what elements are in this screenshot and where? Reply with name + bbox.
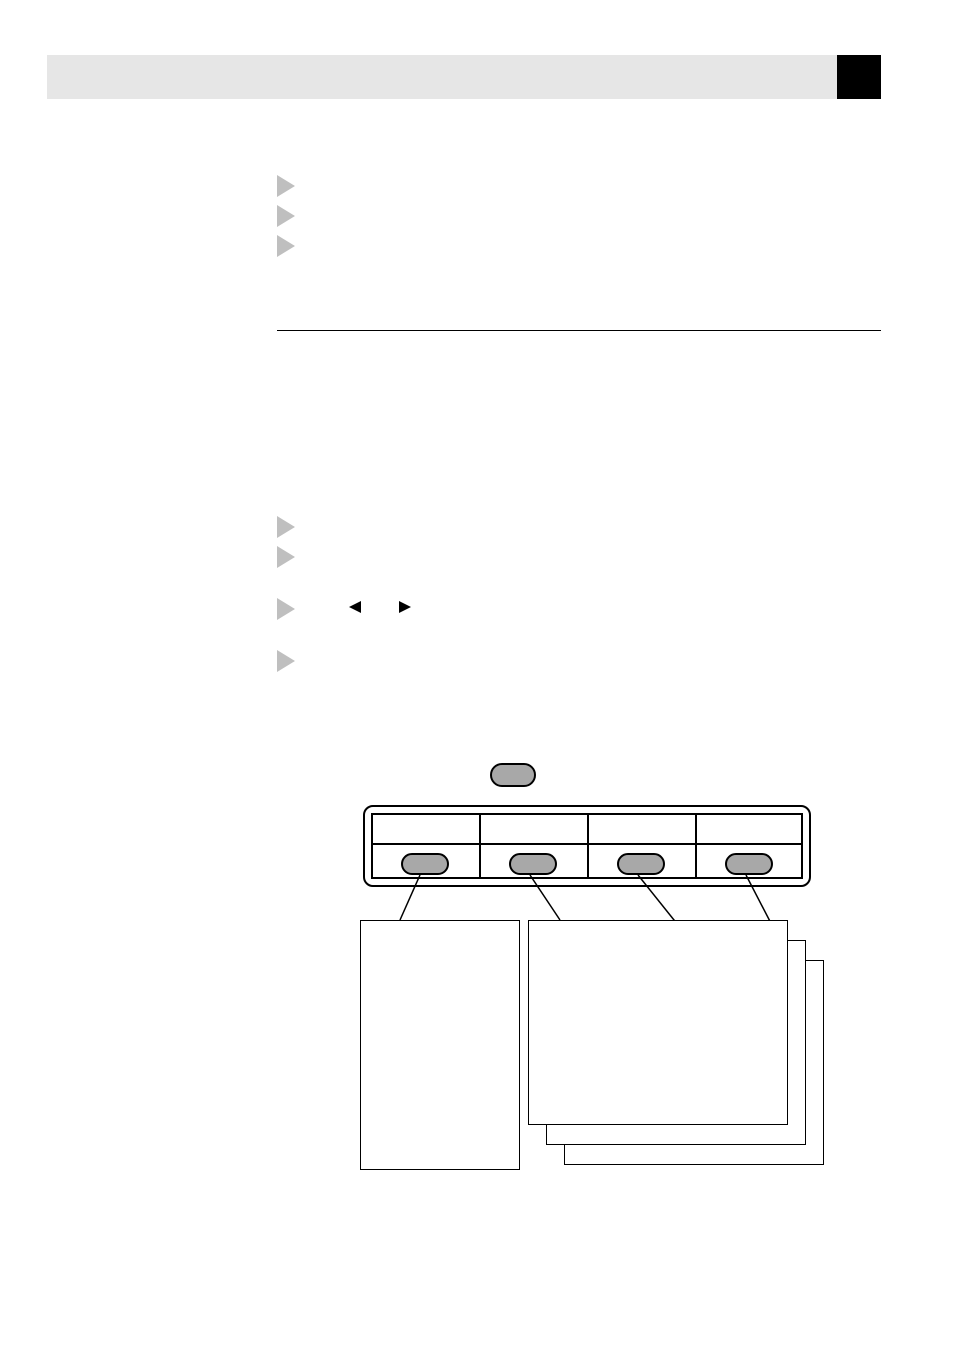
bullet-arrow-icon (277, 516, 295, 538)
callout-box-1 (360, 920, 520, 1170)
panel-button-1 (401, 853, 449, 875)
bullet-arrow-icon (277, 546, 295, 568)
diagram-panel (363, 805, 811, 887)
bullet-arrow-icon (277, 650, 295, 672)
bullet-arrow-icon (277, 175, 295, 197)
panel-button-4 (725, 853, 773, 875)
page (0, 0, 954, 1348)
black-arrow-right-icon (399, 601, 411, 613)
section-divider (277, 330, 881, 331)
bullet-text (305, 598, 411, 615)
button-panel-diagram (360, 745, 816, 1185)
bullet-arrow-icon (277, 205, 295, 227)
panel-col-divider (587, 813, 589, 879)
bullet-arrow-icon (277, 598, 295, 620)
header-bar (47, 55, 881, 99)
black-arrow-left-icon (349, 601, 361, 613)
panel-button-3 (617, 853, 665, 875)
callout-box-2 (528, 920, 788, 1125)
panel-button-2 (509, 853, 557, 875)
panel-col-divider (695, 813, 697, 879)
header-accent-block (837, 55, 881, 99)
panel-col-divider (479, 813, 481, 879)
bullet-arrow-icon (277, 235, 295, 257)
diagram-button-top (490, 763, 536, 787)
